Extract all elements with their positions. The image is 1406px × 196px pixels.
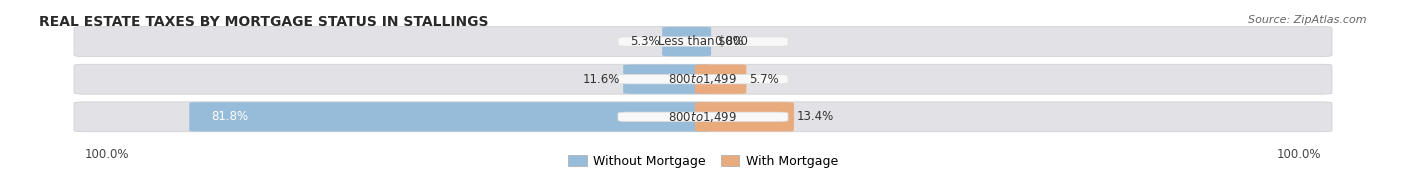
- Legend: Without Mortgage, With Mortgage: Without Mortgage, With Mortgage: [562, 150, 844, 173]
- FancyBboxPatch shape: [75, 102, 1331, 132]
- FancyBboxPatch shape: [619, 112, 787, 122]
- FancyBboxPatch shape: [619, 74, 787, 84]
- Text: 100.0%: 100.0%: [1277, 148, 1322, 161]
- Text: Less than $800: Less than $800: [658, 35, 748, 48]
- FancyBboxPatch shape: [190, 102, 711, 132]
- Text: REAL ESTATE TAXES BY MORTGAGE STATUS IN STALLINGS: REAL ESTATE TAXES BY MORTGAGE STATUS IN …: [39, 15, 488, 28]
- FancyBboxPatch shape: [695, 64, 747, 94]
- FancyBboxPatch shape: [623, 64, 711, 94]
- FancyBboxPatch shape: [695, 102, 794, 132]
- FancyBboxPatch shape: [75, 64, 1331, 94]
- Text: Source: ZipAtlas.com: Source: ZipAtlas.com: [1249, 15, 1367, 24]
- Text: 100.0%: 100.0%: [84, 148, 129, 161]
- Text: $800 to $1,499: $800 to $1,499: [668, 110, 738, 124]
- Text: 11.6%: 11.6%: [583, 73, 620, 86]
- Text: 5.3%: 5.3%: [630, 35, 659, 48]
- Text: 0.0%: 0.0%: [714, 35, 744, 48]
- FancyBboxPatch shape: [619, 37, 787, 46]
- Text: 81.8%: 81.8%: [211, 110, 247, 123]
- FancyBboxPatch shape: [662, 27, 711, 56]
- FancyBboxPatch shape: [75, 27, 1331, 56]
- Text: $800 to $1,499: $800 to $1,499: [668, 72, 738, 86]
- Text: 13.4%: 13.4%: [797, 110, 834, 123]
- Text: 5.7%: 5.7%: [749, 73, 779, 86]
